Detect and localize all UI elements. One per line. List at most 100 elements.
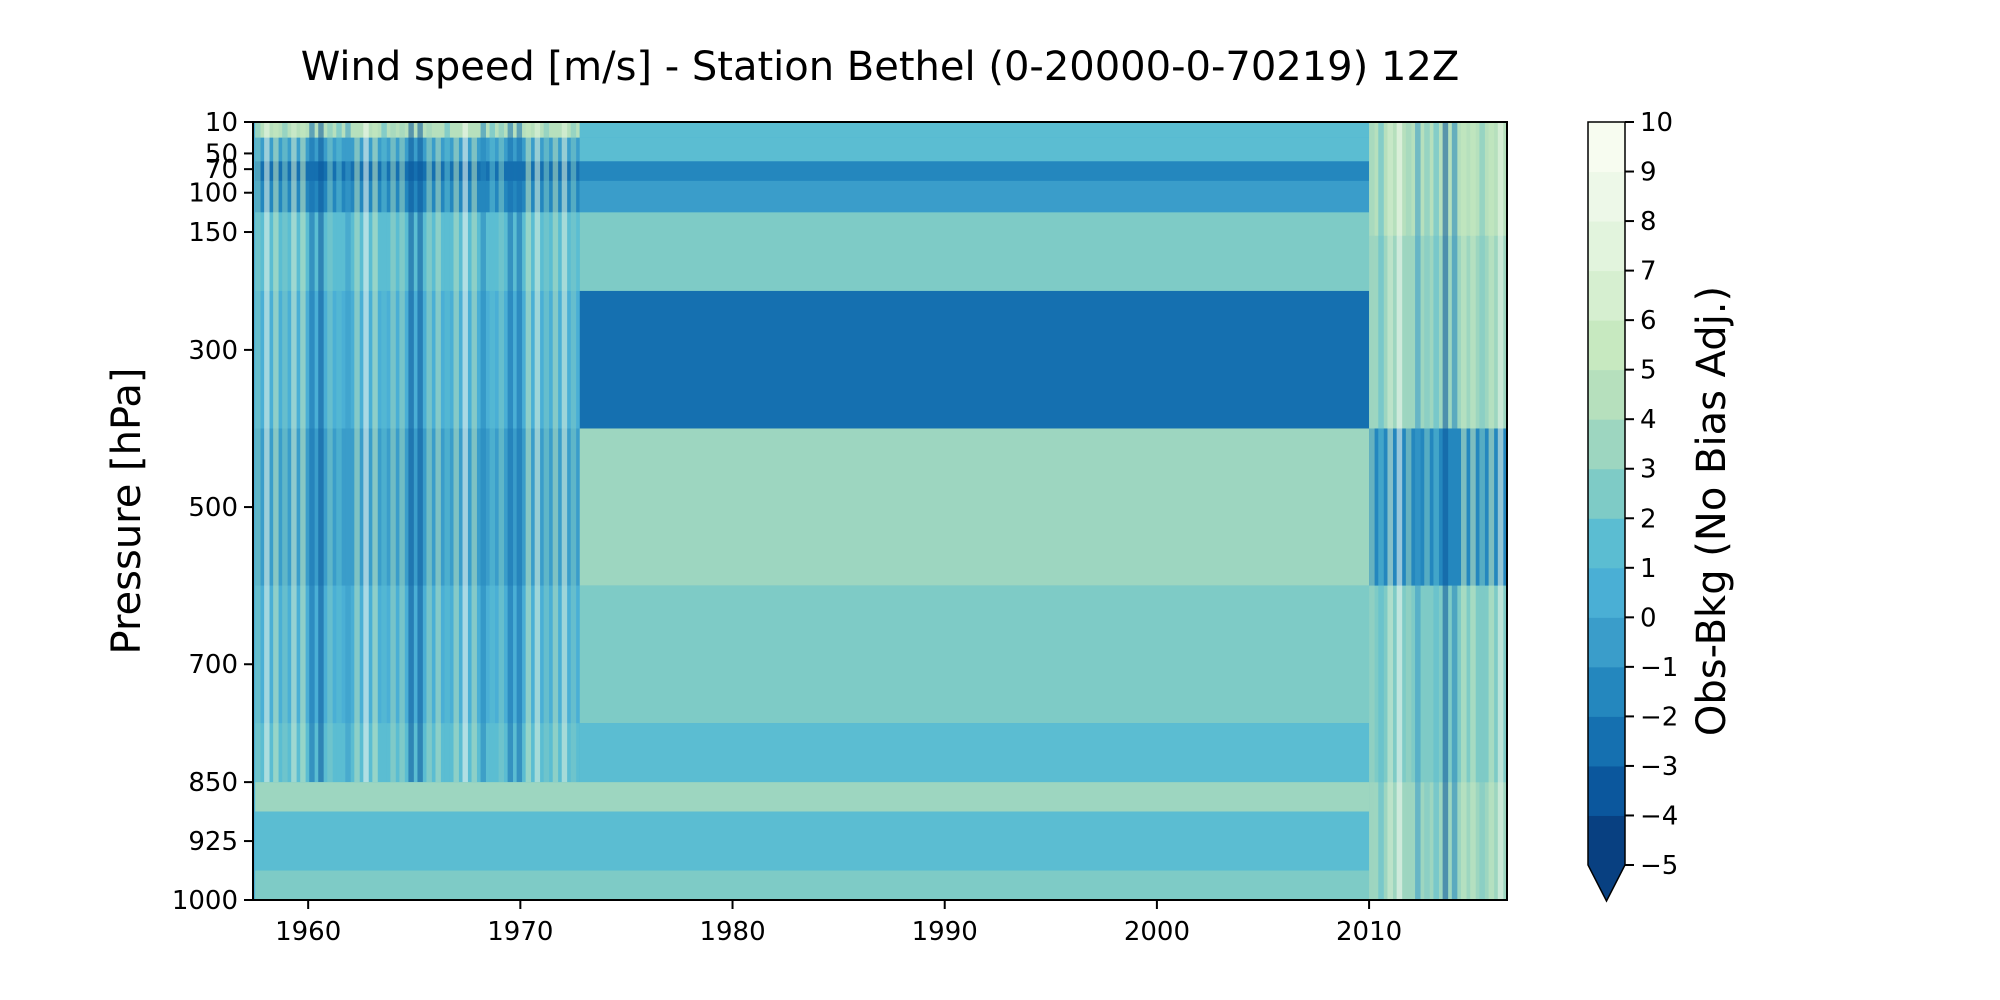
contour-streak [480, 122, 486, 783]
y-tick-label: 500 [188, 493, 238, 523]
contour-band [579, 428, 1370, 586]
contour-streak [1442, 122, 1449, 900]
colorbar-tick-label: 1 [1640, 554, 1657, 584]
contour-streak [1396, 122, 1403, 900]
x-tick-label: 1960 [275, 917, 341, 947]
contour-streak [1479, 122, 1485, 900]
contour-streak [1424, 122, 1430, 900]
contour-streak [264, 122, 270, 783]
x-tick-label: 1980 [699, 917, 765, 947]
colorbar-swatch [1588, 270, 1625, 321]
contour-band [579, 212, 1370, 291]
contour-streak [282, 122, 288, 783]
contour-streak [1488, 122, 1495, 900]
y-tick-label: 850 [188, 768, 238, 798]
y-tick-label: 1000 [172, 886, 238, 916]
contour-streak [1451, 122, 1458, 900]
contour-streak [498, 122, 505, 783]
contour-streak [1405, 122, 1412, 900]
contour-streak [1378, 122, 1384, 900]
contour-streak [534, 122, 541, 783]
contour-streak [291, 122, 297, 783]
contour-band [579, 180, 1370, 213]
y-tick-label: 300 [188, 336, 238, 366]
colorbar-swatch [1588, 765, 1625, 816]
y-tick-label: 150 [188, 218, 238, 248]
colorbar-swatch [1588, 716, 1625, 767]
contour-streak [1415, 122, 1421, 900]
y-tick-label: 100 [188, 179, 238, 209]
contour-streak [327, 122, 333, 783]
y-tick-label: 50 [205, 139, 238, 169]
y-tick-label: 70 [205, 155, 238, 185]
colorbar-tick-label: −2 [1640, 702, 1678, 732]
contour-band [579, 161, 1370, 181]
contour-streak [318, 122, 324, 783]
colorbar-outline [1587, 121, 1626, 903]
colorbar-tick-label: 10 [1640, 108, 1673, 138]
contour-streak [435, 122, 441, 783]
contour-streak [525, 122, 532, 783]
contour-streak [372, 122, 378, 783]
contour-streak [1387, 122, 1393, 900]
colorbar-tick-label: −3 [1640, 752, 1678, 782]
contour-band [579, 122, 1370, 138]
contour-streak [570, 122, 577, 783]
contour-streak [453, 122, 459, 783]
colorbar-swatch [1588, 617, 1625, 668]
y-tick-label: 10 [205, 108, 238, 138]
colorbar-swatch [1588, 221, 1625, 272]
colorbar-swatch [1588, 567, 1625, 618]
colorbar-swatch [1588, 122, 1625, 173]
y-tick-label: 925 [188, 827, 238, 857]
colorbar-tick-label: −1 [1640, 653, 1678, 683]
colorbar-swatch [1588, 171, 1625, 222]
colorbar-tick-label: 0 [1640, 603, 1657, 633]
plot-frame [252, 121, 1508, 901]
colorbar-tick-label: −4 [1640, 801, 1678, 831]
colorbar-tick-label: 3 [1640, 455, 1657, 485]
x-tick-label: 2000 [1124, 917, 1190, 947]
contour-streak [390, 122, 396, 783]
contour-streak [408, 122, 414, 783]
colorbar-swatch [1588, 666, 1625, 717]
contour-streak [273, 122, 279, 783]
contour-streak [1497, 122, 1504, 900]
x-tick-label: 1970 [487, 917, 553, 947]
contour-band [579, 137, 1370, 162]
contour-streak [309, 122, 315, 783]
colorbar-swatch [1588, 815, 1625, 866]
colorbar-swatch [1588, 369, 1625, 420]
colorbar-swatch [1588, 518, 1625, 569]
contour-band [579, 290, 1370, 429]
contour-streak [516, 122, 523, 783]
contour-streak [444, 122, 450, 783]
contour-band [579, 585, 1370, 724]
colorbar-swatch [1588, 320, 1625, 371]
contour-streak [1433, 122, 1439, 900]
colorbar-tick-label: 2 [1640, 504, 1657, 534]
contour-streak [561, 122, 568, 783]
contour-band [255, 811, 1370, 871]
chart-title: Wind speed [m/s] - Station Bethel (0-200… [301, 44, 1460, 90]
plot-area [253, 122, 1507, 900]
colorbar-swatch [1588, 419, 1625, 470]
contour-streak [381, 122, 387, 783]
contour-streak [543, 122, 550, 783]
colorbar-swatch [1588, 468, 1625, 519]
colorbar-label: Obs-Bkg (No Bias Adj.) [1689, 286, 1735, 736]
contour-streak [462, 122, 468, 783]
contour-band [255, 870, 1370, 900]
contour-streak [300, 122, 306, 783]
contour-streak [552, 122, 559, 783]
colorbar-tick-label: 9 [1640, 158, 1657, 188]
contour-streak [336, 122, 342, 783]
contour-streak [255, 122, 261, 783]
contour-streak [426, 122, 432, 783]
contour-streak [489, 122, 495, 783]
x-tick-label: 1990 [912, 917, 978, 947]
contour-streak [471, 122, 477, 783]
